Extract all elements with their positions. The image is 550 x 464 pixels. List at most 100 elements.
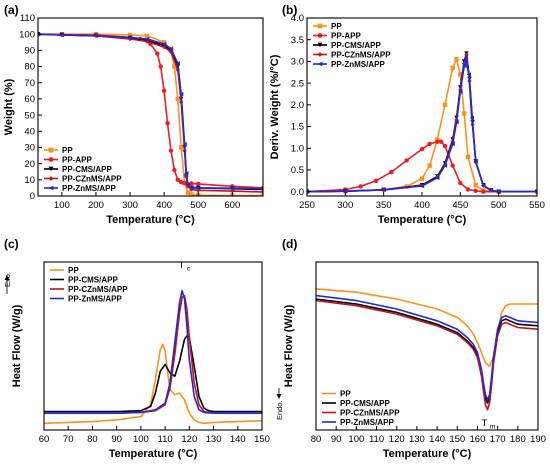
series-point-pp: [461, 111, 467, 116]
x-tick-label: 500: [190, 200, 206, 211]
endo-arrow-head: [276, 394, 282, 399]
x-tick-label: 70: [63, 434, 74, 445]
x-tick-label: 120: [181, 434, 197, 445]
panel-b: (b) 250 300 350 400 450 500 550 0.0 0.5 1.0 1.5 2.0 2…: [269, 3, 545, 226]
y-tick-label: 4.0: [291, 13, 304, 24]
y-tick-label: 100: [19, 29, 35, 40]
panel-label: (c): [4, 237, 19, 251]
series-point-pp-znms-app: [458, 89, 463, 95]
series-line-pp-cznms-app: [307, 54, 537, 193]
legend-label-pp-znms-app: PP-ZnMS/APP: [340, 418, 394, 427]
series-point-pp-app: [358, 184, 363, 189]
legend-marker-pp-app: [317, 33, 323, 38]
x-tick-label: 60: [39, 434, 50, 445]
series-point-pp-znms-app: [168, 46, 174, 51]
legend: PPPP-APPPP-CMS/APPPP-CZnMS/APPPP-ZnMS/AP…: [313, 22, 391, 69]
series-point-pp-cznms-app: [230, 188, 235, 194]
series-point-pp: [172, 64, 177, 69]
series-line-pp-znms-app: [307, 57, 537, 193]
series-line-pp: [44, 343, 262, 425]
series-point-pp-znms-app: [93, 33, 99, 38]
series-point-pp-app: [172, 167, 177, 173]
y-tick-label: 60: [24, 94, 35, 105]
series-point-pp-app: [196, 181, 201, 187]
series-point-pp: [454, 57, 459, 62]
series-point-pp-app: [155, 51, 160, 56]
series-point-pp-znms-app: [161, 41, 167, 47]
series-point-pp-app: [178, 180, 184, 185]
series-point-pp: [127, 32, 133, 38]
series-point-pp-app: [404, 158, 409, 163]
x-tick-label: 200: [88, 200, 104, 211]
y-tick-label: 20: [24, 159, 35, 170]
legend-label-pp-znms-app: PP-ZnMS/APP: [331, 60, 385, 69]
x-tick-label: 90: [111, 434, 122, 445]
x-tick-label: 80: [311, 434, 322, 445]
series-point-pp-app: [450, 163, 455, 168]
legend-label-pp-app: PP-APP: [331, 32, 361, 41]
plot-frame: [315, 261, 539, 431]
series-point-pp-znms-app: [454, 119, 459, 125]
legend-marker-pp-znms-app: [48, 185, 54, 191]
x-tick-label: 150: [449, 434, 465, 445]
x-tick-label: 130: [409, 434, 425, 445]
x-tick-label: 140: [230, 434, 246, 445]
y-tick-label: 2.0: [291, 100, 304, 111]
x-tick-label: 180: [510, 434, 526, 445]
series-point-pp: [175, 96, 180, 102]
series-point-pp-app: [165, 120, 170, 126]
peak-annotation-subscript: c: [187, 266, 191, 273]
series-point-pp-znms-app: [196, 185, 201, 191]
series-line-pp: [307, 58, 537, 193]
y-tick-label: 70: [24, 78, 35, 89]
x-tick-label: 400: [414, 200, 430, 211]
series-point-pp-app: [458, 180, 463, 186]
peak-annotation-subscript: m: [490, 424, 495, 431]
series-point-pp-cznms-app: [144, 39, 150, 44]
series-group: [316, 288, 538, 411]
y-tick-label: 3.5: [291, 35, 304, 46]
series-point-pp-app: [435, 139, 440, 144]
series-point-pp-app: [442, 143, 448, 149]
series-point-pp: [260, 193, 263, 196]
series-point-pp-znms-app: [59, 32, 65, 38]
y-tick-label: 80: [24, 62, 35, 73]
exo-arrow-head: [4, 275, 10, 280]
y-tick-label: 1.5: [291, 122, 304, 133]
series-point-pp: [427, 163, 432, 168]
series-point-pp-znms-app: [184, 171, 189, 176]
series-point-pp-znms-app: [175, 61, 180, 66]
legend-marker-pp: [48, 147, 54, 153]
peak-annotation: T: [179, 260, 185, 271]
series-line-pp-cms-app: [307, 52, 537, 193]
y-tick-label: 0.0: [291, 187, 304, 198]
legend-label-pp-znms-app: PP-ZnMS/APP: [62, 184, 116, 193]
y-tick-label: 0.5: [291, 165, 304, 176]
x-tick-label: 550: [529, 200, 545, 211]
y-axis-label: Weight (%): [3, 78, 15, 135]
panel-a: (a) 100 200 300 400 500 600 0 10 20 30 40 50 60 70 80 90…: [3, 3, 264, 226]
x-axis-label: Temperature (°C): [109, 448, 198, 460]
series-line-pp: [38, 33, 263, 196]
y-tick-label: 90: [24, 46, 35, 57]
x-tick-label: 110: [369, 434, 384, 445]
x-tick-label: 250: [299, 200, 315, 211]
series-line-pp-znms-app: [38, 33, 263, 190]
series-point-pp-app: [465, 187, 471, 192]
y-tick-label: 10: [24, 175, 35, 186]
series-point-pp-znms-app: [442, 163, 448, 168]
legend: PPPP-APPPP-CMS/APPPP-CZnMS/APPPP-ZnMS/AP…: [44, 146, 122, 193]
panel-d: (d) 80 90 100 110 120 130 140 150 160 170 180 190 Tem…: [275, 237, 546, 460]
legend-label-pp-cms-app: PP-CMS/APP: [62, 165, 112, 174]
legend-marker-pp-cms-app: [317, 42, 323, 48]
series-line-pp-znms-app: [44, 289, 262, 414]
legend-marker-pp-cznms-app: [317, 52, 323, 57]
series-point-pp-cznms-app: [161, 44, 167, 50]
series-point-pp-znms-app: [178, 91, 184, 97]
series-point-pp-znms-app: [466, 72, 471, 77]
series-point-pp-znms-app: [189, 184, 194, 190]
series-point-pp-znms-app: [182, 142, 187, 147]
series-point-pp: [161, 40, 167, 45]
